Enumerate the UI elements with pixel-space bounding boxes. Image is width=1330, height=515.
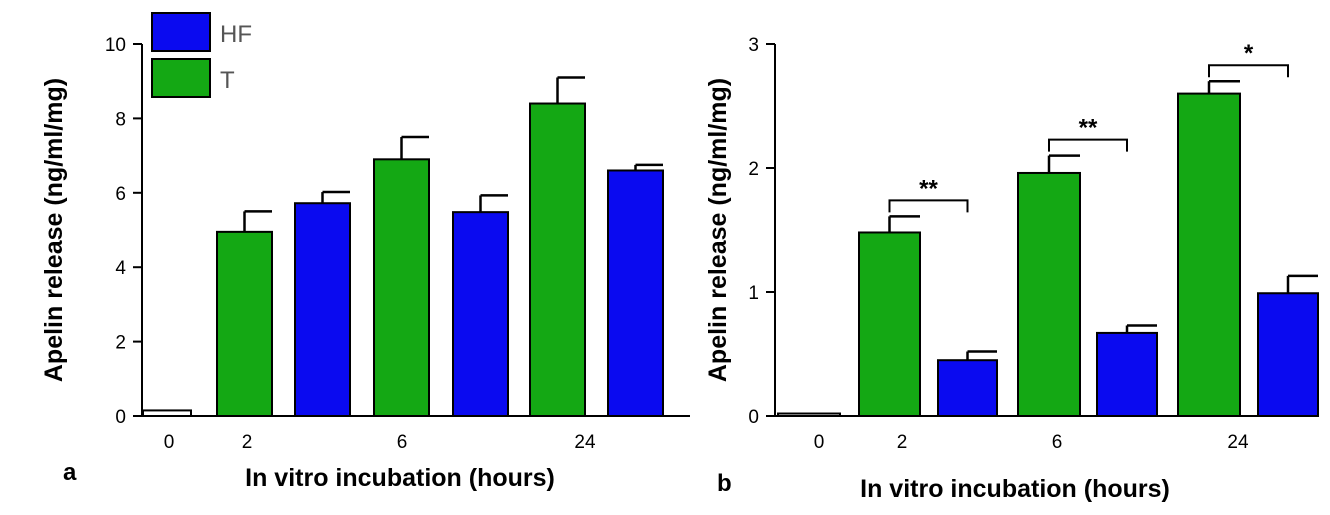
panel-a-x-axis-title: In vitro incubation (hours) xyxy=(245,464,555,492)
panel-b-significance-label-2: ** xyxy=(919,175,938,202)
panel-b-x-tick-label: 0 xyxy=(814,432,825,453)
panel-b-bar-T-24 xyxy=(1177,92,1241,417)
panel-b-letter: b xyxy=(717,470,732,497)
legend-swatch-HF xyxy=(151,12,211,52)
panel-a-bar-HF-2 xyxy=(294,202,351,417)
panel-b-bar-HF-24 xyxy=(1257,292,1319,417)
panel-b-significance-bracket-2 xyxy=(888,199,969,213)
panel-b-bar-T-2 xyxy=(858,231,921,417)
panel-a-y-tick-label: 8 xyxy=(115,109,126,130)
panel-b-significance-label-6: ** xyxy=(1079,115,1098,142)
legend: HF T xyxy=(146,4,294,108)
panel-b-x-tick-label: 6 xyxy=(1052,432,1063,453)
panel-a-bar-T-2 xyxy=(216,230,273,417)
panel-b-y-tick-label: 1 xyxy=(748,283,759,304)
panel-b-bar-T-6 xyxy=(1017,171,1081,417)
panel-a-y-tick-label: 4 xyxy=(115,258,126,279)
panel-a-y-tick-label: 2 xyxy=(115,333,126,354)
panel-a-x-tick-label: 24 xyxy=(574,432,596,453)
panel-b-bar-HF-2 xyxy=(937,359,998,418)
legend-label-T: T xyxy=(220,67,235,94)
panel-a-y-tick-label: 10 xyxy=(105,35,126,56)
panel-b-bar-HF-6 xyxy=(1096,331,1158,418)
panel-a-bar-T-24 xyxy=(529,102,586,418)
panel-a-x-tick-label: 0 xyxy=(164,432,175,453)
panel-a-letter: a xyxy=(63,459,77,486)
panel-b-chart: 0 1 2 3 0 2 6 24 In vitro incubation (hours) Apel… xyxy=(704,35,1319,503)
panel-a-x-tick-label: 2 xyxy=(242,432,253,453)
panel-a-bar-HF-6 xyxy=(452,211,509,417)
panel-b-y-tick-label: 3 xyxy=(748,35,759,56)
panel-b-y-tick-label: 2 xyxy=(748,159,759,180)
panel-a-x-tick-label: 6 xyxy=(397,432,408,453)
panel-a-y-axis-title: Apelin release (ng/ml/mg) xyxy=(40,78,68,382)
panel-b-significance-bracket-6 xyxy=(1048,138,1128,152)
panel-b-y-tick-label: 0 xyxy=(748,407,759,428)
panel-a-y-tick-label: 6 xyxy=(115,184,126,205)
panel-b-significance-label-24: * xyxy=(1244,40,1254,67)
legend-label-HF: HF xyxy=(220,21,252,48)
panel-a-y-tick-label: 0 xyxy=(115,407,126,428)
panel-a-bar-HF-24 xyxy=(607,169,664,417)
panel-b-x-tick-label: 24 xyxy=(1227,432,1249,453)
panel-b-y-axis-title: Apelin release (ng/ml/mg) xyxy=(704,78,732,382)
panel-b-x-tick-label: 2 xyxy=(897,432,908,453)
panel-a-bar-T-6 xyxy=(373,158,430,417)
legend-swatch-T xyxy=(151,58,211,98)
panel-b-bar-control-0 xyxy=(777,412,841,417)
panel-a-bar-control-0 xyxy=(142,409,192,418)
panel-b-x-axis-title: In vitro incubation (hours) xyxy=(860,475,1170,503)
panel-b-significance-bracket-24 xyxy=(1208,64,1289,78)
